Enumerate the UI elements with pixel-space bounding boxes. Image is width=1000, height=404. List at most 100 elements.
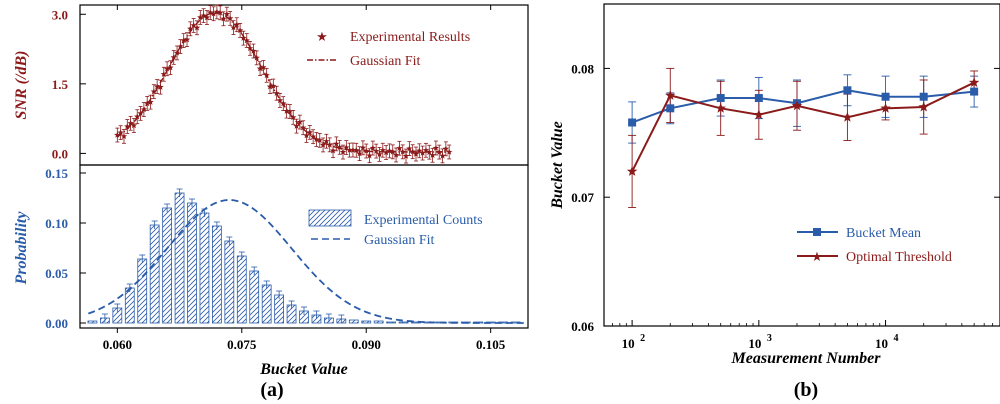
- snr-data-point: [240, 34, 247, 41]
- optimal-threshold-marker: [842, 111, 853, 122]
- optimal-threshold-marker: [791, 100, 803, 111]
- b-x-axis-title: Measurement Number: [731, 350, 882, 367]
- snr-data-point: [306, 128, 314, 136]
- snr-data-point: [326, 141, 333, 148]
- snr-data-point: [220, 15, 227, 22]
- snr-data-point: [296, 118, 304, 125]
- snr-data-point: [117, 129, 124, 136]
- b-legend: Bucket Mean ★ Optimal Threshold: [797, 226, 952, 265]
- prob-y-tick-label: 0.10: [45, 216, 68, 231]
- snr-data-point: [173, 49, 181, 56]
- snr-data-point: [193, 24, 201, 31]
- snr-data-point: [343, 144, 350, 151]
- snr-data-point: [253, 54, 260, 61]
- b-axis-ticks: 0.06 0.07 0.08 10 2 10 3 10 4: [571, 61, 1000, 351]
- optimal-threshold-marker: [665, 89, 676, 100]
- snr-data-point: [150, 88, 158, 95]
- panel-label-b: (b): [794, 379, 818, 401]
- snr-y-tick-label: 1.5: [52, 77, 69, 92]
- snr-data-point: [280, 100, 287, 107]
- prob-y-tick-label: 0.05: [45, 266, 68, 281]
- snr-data-point: [432, 144, 440, 151]
- snr-y-tick-label: 0.0: [52, 146, 68, 161]
- snr-data-point: [137, 109, 144, 117]
- histogram-bar: [348, 319, 359, 324]
- snr-data-point: [362, 147, 370, 154]
- optimal-threshold-marker: [968, 77, 980, 88]
- prob-axis-ticks: 0.00 0.05 0.10 0.15 0.060 0.075 0.090 0.105: [45, 166, 506, 352]
- b-x-tick-label: 10: [748, 336, 761, 351]
- b-x-tick-label: 10: [875, 336, 888, 351]
- snr-chart: 0.0 1.5 3.0 SNR (/dB) ★ Experimental Resul…: [13, 4, 529, 166]
- histogram-bar: [236, 255, 247, 324]
- prob-legend-counts: Experimental Counts: [364, 213, 483, 228]
- a-x-tick-label: 0.090: [352, 337, 381, 352]
- bucket-mean-marker: [716, 94, 725, 103]
- prob-legend-hatch-swatch: [308, 209, 352, 227]
- snr-data-point: [416, 147, 423, 154]
- bucket-mean-marker: [754, 94, 763, 103]
- snr-data-point: [207, 9, 214, 16]
- snr-legend-fit: Gaussian Fit: [350, 54, 421, 69]
- snr-data-point: [134, 113, 141, 120]
- b-legend-mean-marker: [813, 228, 821, 236]
- snr-data-point: [429, 151, 436, 159]
- snr-data-point: [157, 83, 164, 90]
- panel-label-a: (a): [260, 379, 283, 401]
- snr-data-point: [213, 8, 221, 15]
- snr-legend-experimental: Experimental Results: [350, 30, 470, 45]
- snr-data-point: [250, 47, 257, 54]
- histogram-bar: [174, 192, 185, 324]
- prob-y-tick-label: 0.15: [45, 166, 68, 181]
- optimal-threshold-marker: [880, 102, 891, 113]
- snr-y-axis-title: SNR (/dB): [13, 51, 30, 120]
- a-x-tick-label: 0.075: [227, 337, 257, 352]
- snr-data-point: [203, 14, 211, 21]
- b-y-tick-label: 0.08: [571, 61, 594, 76]
- snr-data-point: [412, 150, 420, 157]
- snr-data-point: [402, 152, 410, 159]
- histogram-bar: [199, 212, 210, 324]
- snr-y-tick-label: 3.0: [52, 7, 68, 22]
- snr-data-point: [329, 147, 337, 154]
- histogram-bar: [398, 321, 409, 324]
- snr-data-point: [256, 65, 264, 72]
- b-legend-threshold-marker: ★: [811, 249, 823, 264]
- snr-data-point: [442, 145, 450, 152]
- snr-data-point: [276, 97, 284, 104]
- measurement-chart: 0.06 0.07 0.08 10 2 10 3 10 4 Bucket Value Measu…: [549, 3, 1000, 367]
- snr-data-point: [243, 37, 250, 44]
- snr-data-point: [366, 152, 373, 159]
- bucket-mean-marker: [919, 92, 928, 101]
- snr-data-point: [376, 151, 383, 158]
- snr-data-point: [153, 83, 161, 90]
- b-y-axis-title: Bucket Value: [549, 121, 566, 210]
- bucket-mean-marker: [628, 118, 637, 127]
- bucket-mean-marker: [881, 92, 890, 101]
- prob-histogram-bars: [87, 188, 521, 324]
- snr-data-point: [309, 133, 317, 140]
- b-series: [626, 67, 980, 208]
- histogram-bar: [274, 294, 284, 324]
- histogram-bar: [224, 240, 235, 324]
- snr-data-point: [183, 36, 191, 43]
- b-x-tick-exponent: 3: [767, 333, 772, 344]
- histogram-bar: [261, 284, 272, 324]
- snr-data-point: [266, 83, 274, 90]
- snr-data-point: [406, 145, 413, 152]
- optimal-threshold-marker: [626, 165, 638, 176]
- snr-data-point: [177, 43, 184, 50]
- b-y-tick-label: 0.07: [571, 190, 594, 205]
- snr-data-point: [299, 124, 307, 131]
- snr-data-point: [439, 152, 446, 159]
- snr-data-point: [114, 131, 121, 138]
- snr-legend-star-marker: ★: [316, 29, 328, 44]
- snr-data-point: [289, 113, 297, 121]
- b-legend-threshold: Optimal Threshold: [846, 250, 952, 265]
- snr-data-point: [226, 14, 234, 22]
- histogram-bar: [137, 258, 148, 324]
- snr-data-point: [190, 22, 197, 29]
- snr-data-point: [233, 21, 241, 28]
- snr-data-point: [396, 144, 403, 152]
- snr-data-point: [349, 146, 357, 153]
